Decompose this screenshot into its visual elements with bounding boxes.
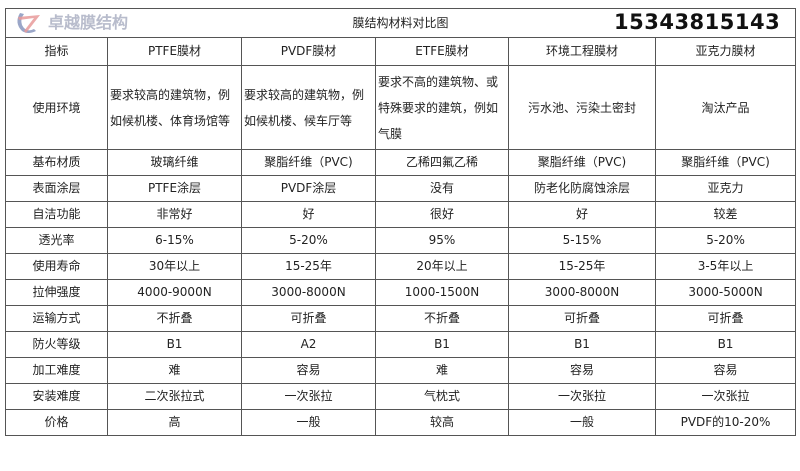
table-cell: 好 xyxy=(508,201,656,228)
table-cell: 难 xyxy=(375,357,509,384)
table-cell: 聚脂纤维（PVC) xyxy=(241,149,376,176)
row-label: 价格 xyxy=(5,409,108,436)
row-label: 自洁功能 xyxy=(5,201,108,228)
header-cell: 指标 xyxy=(5,37,108,66)
row-label: 防火等级 xyxy=(5,331,108,358)
table-cell: 一次张拉 xyxy=(508,383,656,410)
table-cell: 淘汰产品 xyxy=(654,65,797,150)
table-row: 安装难度 二次张拉式 一次张拉 气枕式 一次张拉 一次张拉 xyxy=(5,383,797,410)
table-cell: 没有 xyxy=(375,175,509,202)
table-row: 使用寿命 30年以上 15-25年 20年以上 15-25年 3-5年以上 xyxy=(5,253,797,280)
table-cell: 3000-8000N xyxy=(241,279,376,306)
table-cell: 95% xyxy=(375,227,509,254)
table-cell: 3000-8000N xyxy=(508,279,656,306)
header-row: 指标 PTFE膜材 PVDF膜材 ETFE膜材 环境工程膜材 亚克力膜材 xyxy=(5,37,797,66)
table-cell: 可折叠 xyxy=(654,305,797,332)
table-cell: 要求较高的建筑物，例如候机楼、候车厅等 xyxy=(241,65,376,150)
table-cell: 5-15% xyxy=(508,227,656,254)
table-cell: 可折叠 xyxy=(241,305,376,332)
table-cell: 4000-9000N xyxy=(107,279,242,306)
table-row: 透光率 6-15% 5-20% 95% 5-15% 5-20% xyxy=(5,227,797,254)
row-label: 透光率 xyxy=(5,227,108,254)
table-cell: PVDF的10-20% xyxy=(654,409,797,436)
table-cell: B1 xyxy=(107,331,242,358)
table-cell: 3-5年以上 xyxy=(654,253,797,280)
logo-icon xyxy=(17,13,40,33)
table-cell: 容易 xyxy=(654,357,797,384)
row-label: 基布材质 xyxy=(5,149,108,176)
table-cell: 污水池、污染土密封 xyxy=(508,65,656,150)
table-cell: 要求较高的建筑物，例如候机楼、体育场馆等 xyxy=(107,65,242,150)
table-row: 加工难度难容易难容易 容易 xyxy=(5,357,797,384)
row-label: 加工难度 xyxy=(5,357,108,384)
table-cell: 聚脂纤维（PVC) xyxy=(508,149,656,176)
watermark-phone: 15343815143 xyxy=(614,10,781,34)
table-cell: 非常好 xyxy=(107,201,242,228)
table-cell: 不折叠 xyxy=(107,305,242,332)
header-cell: PTFE膜材 xyxy=(107,37,242,66)
header-cell: 环境工程膜材 xyxy=(508,37,656,66)
table-cell: 一般 xyxy=(508,409,656,436)
table-cell: 亚克力 xyxy=(654,175,797,202)
table-cell: 容易 xyxy=(508,357,656,384)
table-cell: 要求不高的建筑物、或特殊要求的建筑，例如气膜 xyxy=(375,65,509,150)
watermark-text: 卓越膜结构 xyxy=(48,13,129,32)
table-cell: 聚脂纤维（PVC) xyxy=(654,149,797,176)
table-cell: 二次张拉式 xyxy=(107,383,242,410)
table-row: 运输方式 不折叠 可折叠 不折叠 可折叠 可折叠 xyxy=(5,305,797,332)
table-cell: 20年以上 xyxy=(375,253,509,280)
table-row: 自洁功能 非常好好很好好较差 xyxy=(5,201,797,228)
table-cell: 防老化防腐蚀涂层 xyxy=(508,175,656,202)
table-cell: 5-20% xyxy=(654,227,797,254)
table-cell: 容易 xyxy=(241,357,376,384)
table-cell: 难 xyxy=(107,357,242,384)
table-cell: 15-25年 xyxy=(508,253,656,280)
table-cell: B1 xyxy=(375,331,509,358)
table-row: 价格高一般 较高 一般 PVDF的10-20% xyxy=(5,409,797,436)
table-cell: 5-20% xyxy=(241,227,376,254)
table-cell: 15-25年 xyxy=(241,253,376,280)
row-label: 拉伸强度 xyxy=(5,279,108,306)
table-cell: 可折叠 xyxy=(508,305,656,332)
table-cell: 玻璃纤维 xyxy=(107,149,242,176)
table-cell: 6-15% xyxy=(107,227,242,254)
table-cell: 较差 xyxy=(654,201,797,228)
table-cell: 很好 xyxy=(375,201,509,228)
comparison-table: 膜结构材料对比图 指标 PTFE膜材 PVDF膜材 ETFE膜材 环境工程膜材 … xyxy=(4,8,797,436)
table-cell: PTFE涂层 xyxy=(107,175,242,202)
table-cell: B1 xyxy=(654,331,797,358)
table-cell: 乙稀四氟乙稀 xyxy=(375,149,509,176)
table-cell: 3000-5000N xyxy=(654,279,797,306)
table-cell: 不折叠 xyxy=(375,305,509,332)
row-label: 使用环境 xyxy=(5,65,108,150)
table-cell: 1000-1500N xyxy=(375,279,509,306)
table-row: 表面涂层 PTFE涂层 PVDF涂层 没有 防老化防腐蚀涂层 亚克力 xyxy=(5,175,797,202)
table-cell: PVDF涂层 xyxy=(241,175,376,202)
row-label: 表面涂层 xyxy=(5,175,108,202)
table-row: 拉伸强度 4000-9000N 3000-8000N 1000-1500N 3000-8… xyxy=(5,279,797,306)
table-cell: 好 xyxy=(241,201,376,228)
header-cell: PVDF膜材 xyxy=(241,37,376,66)
table-cell: 较高 xyxy=(375,409,509,436)
table-cell: 30年以上 xyxy=(107,253,242,280)
table-cell: A2 xyxy=(241,331,376,358)
table-cell: B1 xyxy=(508,331,656,358)
header-cell: 亚克力膜材 xyxy=(654,37,797,66)
row-label: 使用寿命 xyxy=(5,253,108,280)
table-row: 使用环境 要求较高的建筑物，例如候机楼、体育场馆等 要求较高的建筑物，例如候机楼、候… xyxy=(5,65,797,150)
row-label: 运输方式 xyxy=(5,305,108,332)
table-row: 基布材质 玻璃纤维 聚脂纤维（PVC) 乙稀四氟乙稀 聚脂纤维（PVC) 聚脂纤维（PVC… xyxy=(5,149,797,176)
table-cell: 气枕式 xyxy=(375,383,509,410)
table-cell: 一般 xyxy=(241,409,376,436)
table-cell: 一次张拉 xyxy=(241,383,376,410)
table-row: 防火等级 B1 A2 B1 B1 B1 xyxy=(5,331,797,358)
table-cell: 高 xyxy=(107,409,242,436)
table-cell: 一次张拉 xyxy=(654,383,797,410)
header-cell: ETFE膜材 xyxy=(375,37,509,66)
row-label: 安装难度 xyxy=(5,383,108,410)
table-title: 膜结构材料对比图 xyxy=(4,8,797,38)
